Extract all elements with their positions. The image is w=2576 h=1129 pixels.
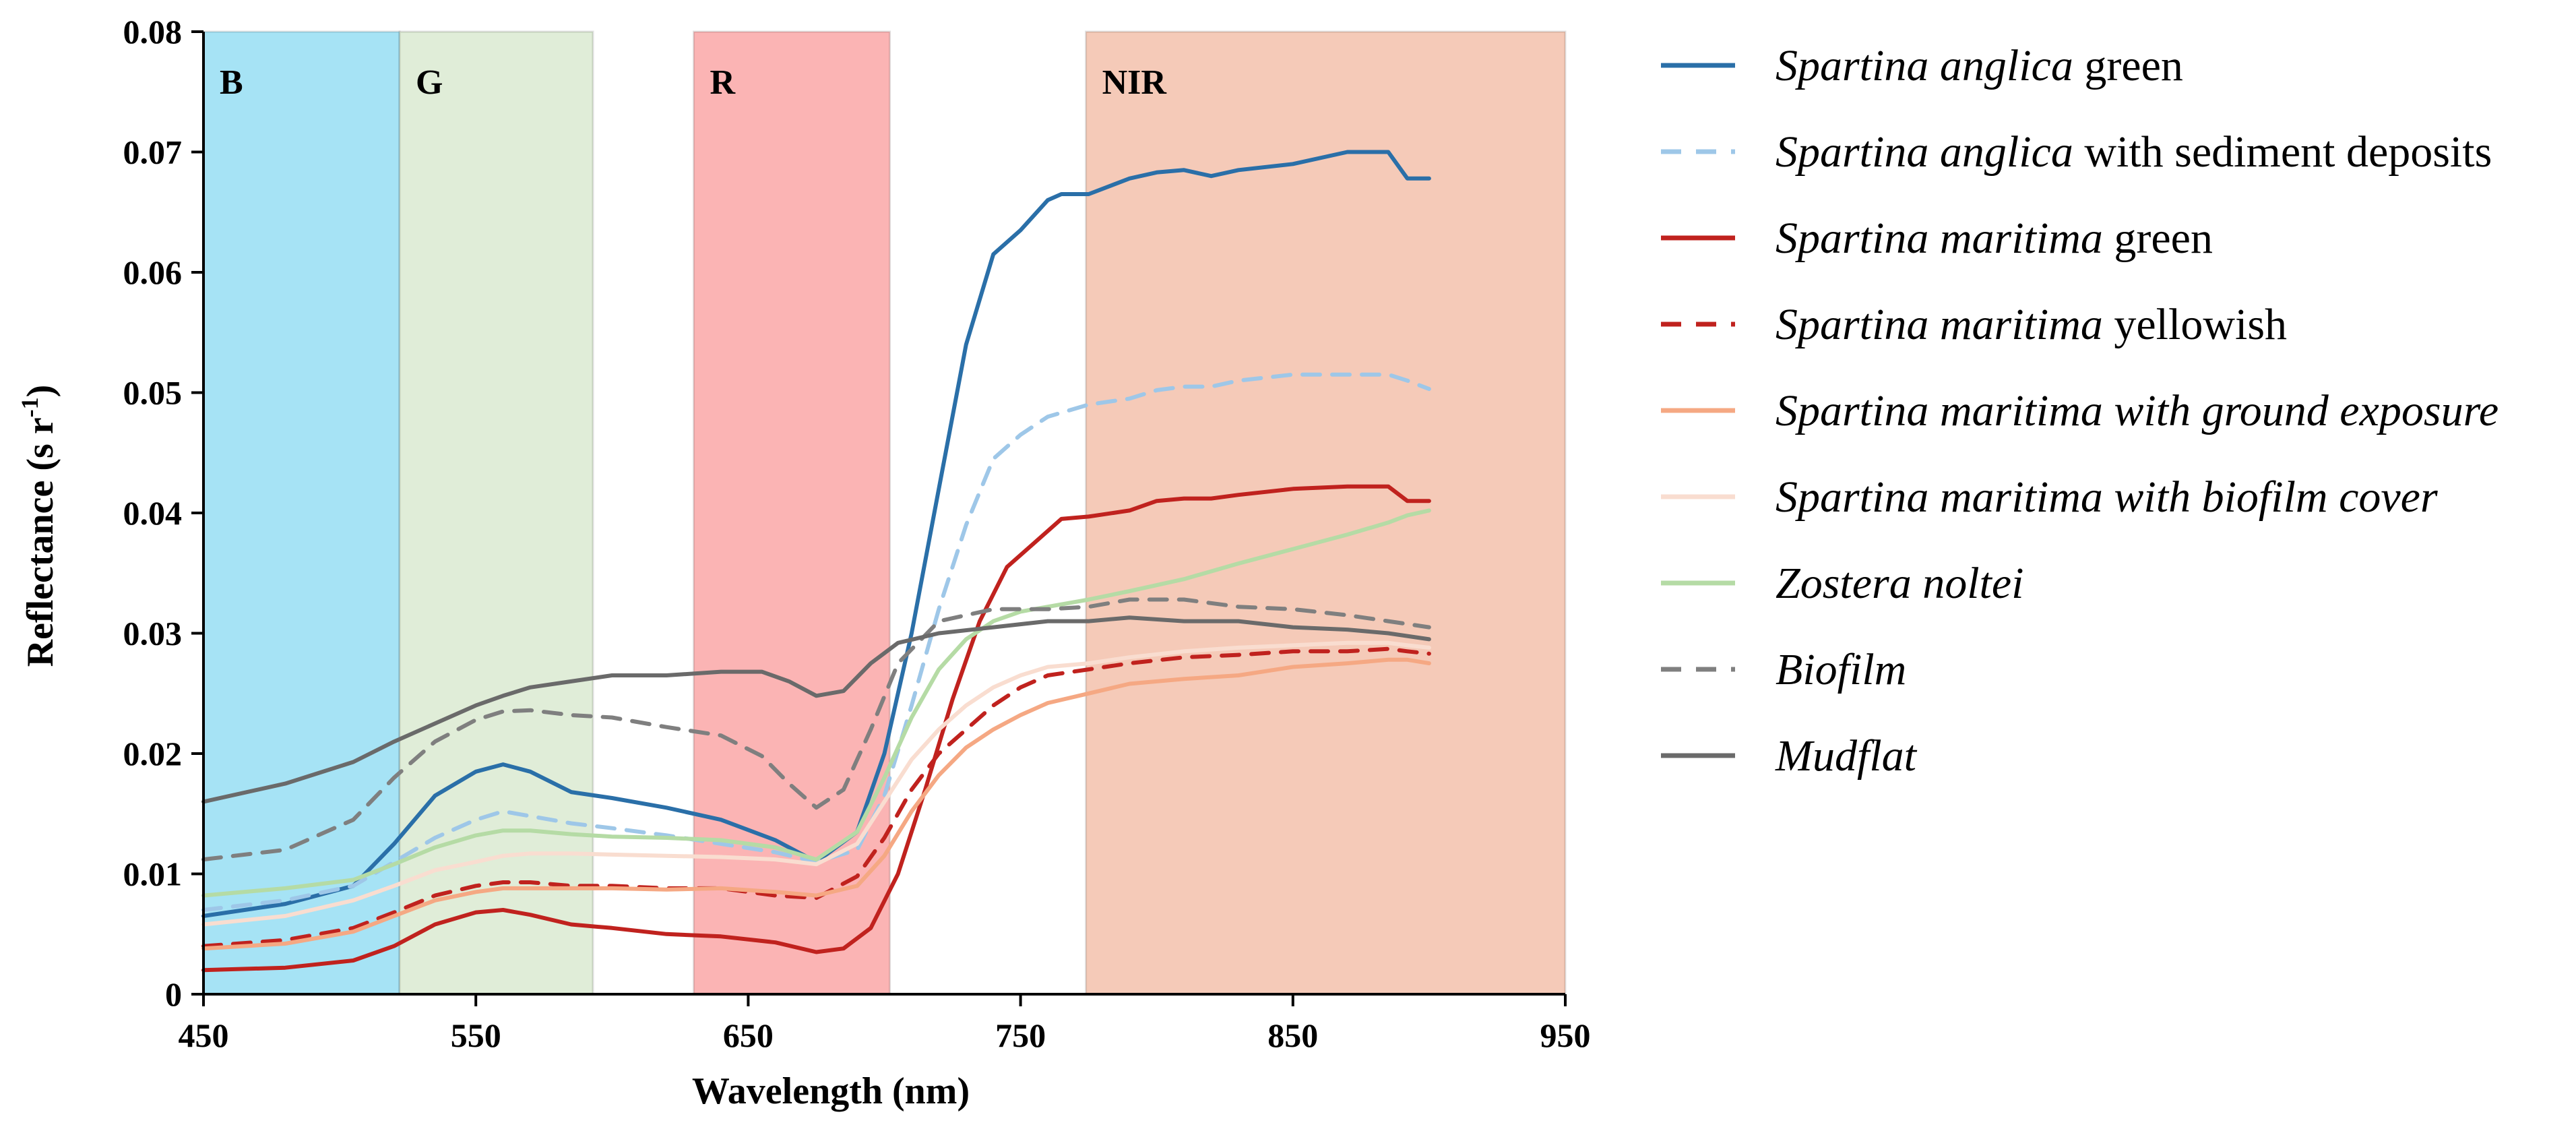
x-tick-label: 750 [995,1016,1046,1054]
series-line-4 [201,646,1431,948]
series-line-9 [201,615,1431,804]
y-tick-label: 0.04 [123,494,183,532]
x-tick-label: 550 [451,1016,501,1054]
legend-label-5: Spartina maritima with ground exposure [1776,386,2499,435]
y-axis-title-main: Reflectance (s r [20,417,61,667]
y-tick-label: 0 [165,975,182,1013]
y-tick-label: 0.05 [123,374,183,412]
band-nir [1085,30,1567,996]
legend-label-9: Mudflat [1775,731,1918,781]
x-tick-label: 450 [179,1016,229,1054]
band-label-b: B [220,63,243,102]
band-label-nir: NIR [1102,63,1168,102]
legend-label-italic: Spartina anglica [1776,127,2073,177]
band-b [202,30,401,996]
series-line-8 [201,597,1431,862]
legend-label-italic: Spartina maritima with biofilm cover [1776,472,2438,522]
x-axis-title: Wavelength (nm) [692,1070,970,1112]
spectral-bands: B G R NIR [202,30,1567,996]
legend-label-italic: Spartina maritima with ground exposure [1776,386,2499,435]
legend-label-2: Spartina anglica with sediment deposits [1776,127,2492,177]
legend-label-italic: Spartina anglica [1776,41,2073,90]
legend-label-4: Spartina maritima yellowish [1776,300,2287,349]
y-tick-label: 0.01 [123,855,183,893]
legend-label-italic: Zostera noltei [1776,559,2024,608]
y-axis-title: Reflectance (s r-1) [16,385,61,667]
legend-label-rest: with sediment deposits [2073,127,2492,177]
legend-label-italic: Spartina maritima [1776,300,2103,349]
y-tick-label: 0.02 [123,735,183,772]
y-tick-label: 0.07 [123,133,183,171]
series-line-1 [201,150,1431,918]
series-line-3 [201,484,1431,973]
band-label-g: G [416,63,443,102]
legend-label-1: Spartina anglica green [1776,41,2183,90]
series-lines [201,150,1431,973]
legend-label-italic: Biofilm [1776,645,1906,694]
legend-label-rest: green [2073,41,2183,90]
y-tick-label: 0.03 [123,615,183,652]
y-tick-label: 0.08 [123,13,183,51]
legend-label-7: Zostera noltei [1776,559,2024,608]
y-axis-title-close: ) [20,385,61,398]
legend-label-italic: Spartina maritima [1776,214,2103,263]
tick-labels: 450 550 650 750 850 950 0 0.01 0.02 0.03 0.04 0.05 0… [123,13,1591,1054]
legend-label-rest: yellowish [2103,300,2287,349]
series-line-7 [201,508,1431,898]
series-line-5 [201,657,1431,951]
x-tick-label: 850 [1267,1016,1318,1054]
series-line-2 [201,372,1431,912]
x-tick-label: 950 [1540,1016,1591,1054]
legend-label-6: Spartina maritima with biofilm cover [1776,472,2438,522]
y-axis-title-sup: -1 [16,397,43,417]
legend-label-italic: Mudflat [1775,731,1918,781]
series-line-6 [201,640,1431,927]
x-tick-label: 650 [723,1016,774,1054]
legend-label-rest: green [2103,214,2213,263]
legend-label-3: Spartina maritima green [1776,214,2213,263]
y-tick-label: 0.06 [123,253,183,291]
legend-label-8: Biofilm [1776,645,1906,694]
band-label-r: R [710,63,736,102]
